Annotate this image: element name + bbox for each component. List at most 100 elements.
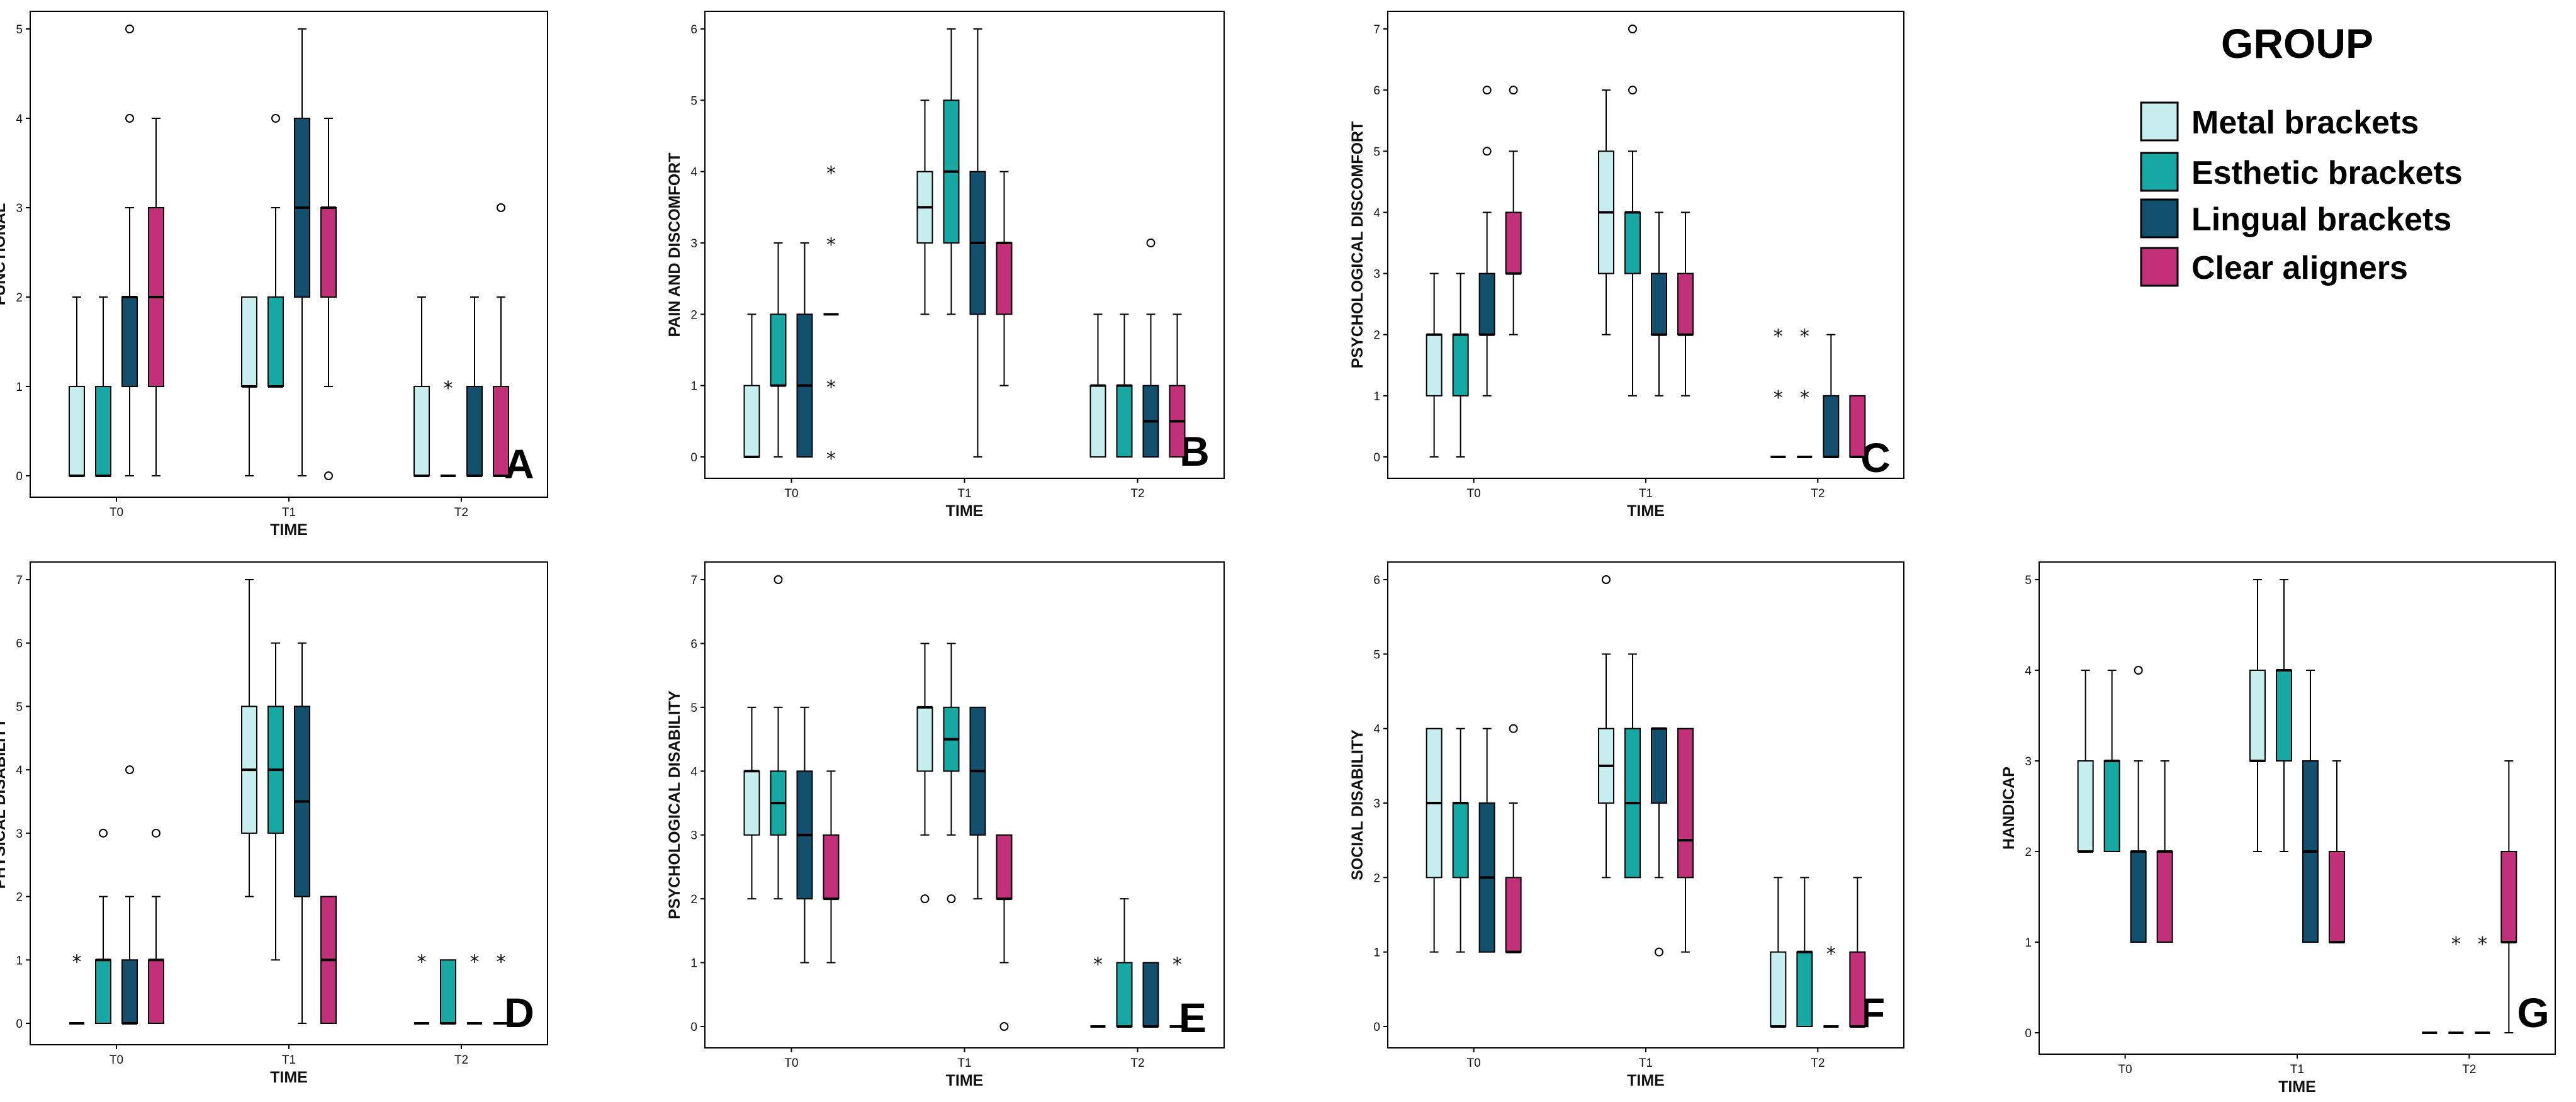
panel-letter-a: A (504, 441, 534, 487)
y-tick-label-c-1: 1 (1373, 390, 1380, 403)
box-b-t0-esthetic-brackets (770, 313, 787, 386)
panel-letter-e: E (1179, 994, 1206, 1041)
panel-a: 0 1 2 3 4 5 T0 T1 T2 TIME FUNCTIONAL A * (0, 11, 548, 539)
y-tick-label-f-3: 3 (1373, 797, 1380, 811)
y-tick-label-d-2: 2 (16, 891, 23, 904)
box-e-t0-clear-aligners (823, 834, 840, 900)
y-tick-label-d-4: 4 (16, 764, 23, 777)
x-axis-title-d: TIME (270, 1069, 308, 1086)
legend-label-clear-aligners: Clear aligners (2191, 250, 2408, 286)
y-tick-label-e-6: 6 (690, 638, 697, 651)
y-tick-label-f-1: 1 (1373, 947, 1380, 960)
legend: GROUP Metal brackets Esthetic brackets L… (2140, 20, 2463, 287)
outlier-circle-f-t1-metal-brackets-0 (1602, 575, 1611, 584)
y-tick-label-e-2: 2 (690, 893, 697, 906)
y-tick-label-d-1: 1 (16, 954, 23, 967)
legend-label-lingual-brackets: Lingual brackets (2191, 201, 2451, 238)
legend-swatch-clear-aligners (2140, 247, 2179, 287)
box-e-t2-esthetic-brackets (1116, 962, 1133, 1027)
box-g-t1-clear-aligners (2329, 851, 2345, 943)
outlier-star-d-t2-metal-brackets-0: * (417, 951, 427, 973)
box-f-t2-clear-aligners (1849, 951, 1866, 1027)
x-tick-label-c-t2: T2 (1811, 487, 1825, 500)
outlier-circle-d-t0-lingual-brackets-0 (125, 765, 134, 775)
y-tick-label-e-4: 4 (690, 765, 697, 779)
box-a-t2-lingual-brackets (466, 386, 483, 476)
x-axis-title-b: TIME (946, 502, 984, 520)
panel-e: 0 1 2 3 4 5 6 7 T0 T1 T2 TIME PSYCHOLOGICAL DISABILI… (666, 561, 1225, 1089)
outlier-star-g-t2-esthetic-brackets-0: * (2451, 933, 2461, 955)
legend-item-esthetic-brackets: Esthetic brackets (2140, 152, 2463, 192)
y-tick-label-c-6: 6 (1373, 84, 1380, 98)
box-c-t0-metal-brackets (1426, 334, 1443, 396)
y-tick-label-d-3: 3 (16, 828, 23, 841)
outlier-star-d-t2-lingual-brackets-0: * (470, 951, 480, 973)
box-c-t0-lingual-brackets (1478, 273, 1495, 335)
box-c-t1-esthetic-brackets (1624, 211, 1641, 274)
box-f-t2-metal-brackets (1770, 951, 1787, 1027)
outlier-star-f-t2-lingual-brackets-0: * (1826, 943, 1836, 965)
panel-letter-g: G (2517, 989, 2549, 1036)
box-c-t2-lingual-brackets (1823, 395, 1840, 458)
x-tick-label-a-t0: T0 (110, 506, 123, 519)
box-a-t1-metal-brackets (241, 296, 257, 387)
outlier-star-c-t2-esthetic-brackets-0: * (1800, 387, 1809, 409)
y-tick-label-g-1: 1 (2025, 936, 2032, 950)
outlier-circle-a-t0-lingual-brackets-1 (125, 25, 134, 33)
box-a-t0-metal-brackets (69, 386, 85, 476)
legend-title: GROUP (2221, 20, 2373, 67)
outlier-star-b-t0-clear-aligners-3: * (826, 163, 836, 185)
box-f-t0-esthetic-brackets (1452, 802, 1469, 879)
y-tick-label-b-0: 0 (690, 451, 697, 464)
x-tick-label-d-t0: T0 (110, 1054, 123, 1067)
y-tick-label-g-5: 5 (2025, 574, 2032, 587)
box-c-t0-clear-aligners (1505, 211, 1522, 274)
x-tick-label-a-t2: T2 (454, 506, 468, 519)
y-tick-label-d-0: 0 (16, 1018, 23, 1031)
box-b-t2-metal-brackets (1089, 385, 1106, 458)
y-tick-label-b-1: 1 (690, 380, 697, 393)
legend-item-lingual-brackets: Lingual brackets (2140, 198, 2451, 239)
box-a-t2-metal-brackets (413, 386, 430, 476)
outlier-star-b-t0-clear-aligners-1: * (826, 377, 836, 399)
x-tick-label-c-t1: T1 (1639, 487, 1653, 500)
y-tick-label-c-3: 3 (1373, 268, 1380, 281)
x-tick-label-d-t2: T2 (454, 1054, 468, 1067)
outlier-circle-g-t0-lingual-brackets-0 (2134, 666, 2143, 675)
box-b-t1-clear-aligners (996, 242, 1013, 315)
y-tick-label-b-4: 4 (690, 166, 697, 179)
outlier-star-d-t2-clear-aligners-0: * (497, 951, 506, 973)
x-tick-label-a-t1: T1 (282, 506, 296, 519)
box-f-t1-lingual-brackets (1651, 728, 1667, 804)
outlier-circle-e-t1-metal-brackets-0 (920, 894, 930, 904)
box-b-t2-esthetic-brackets (1116, 385, 1133, 458)
y-tick-label-e-7: 7 (690, 574, 697, 587)
box-c-t1-lingual-brackets (1651, 273, 1667, 335)
x-axis-title-e: TIME (946, 1072, 984, 1089)
box-d-t0-clear-aligners (148, 959, 164, 1025)
box-g-t0-esthetic-brackets (2103, 760, 2120, 852)
box-e-t1-metal-brackets (916, 706, 933, 772)
box-a-t1-clear-aligners (320, 207, 337, 298)
outlier-circle-c-t0-lingual-brackets-1 (1482, 86, 1492, 95)
y-axis-title-e: PSYCHOLOGICAL DISABILITY (666, 690, 683, 919)
outlier-star-a-t2-esthetic-brackets-0: * (444, 378, 453, 400)
panel-d: 0 1 2 3 4 5 6 7 T0 T1 T2 TIME PHYSICAL DISABILITY D * *… (0, 561, 548, 1086)
x-tick-label-b-t2: T2 (1130, 487, 1144, 500)
outlier-star-c-t2-metal-brackets-1: * (1774, 326, 1783, 348)
y-tick-label-e-0: 0 (690, 1021, 697, 1034)
outlier-star-g-t2-lingual-brackets-0: * (2478, 933, 2487, 955)
x-tick-label-d-t1: T1 (282, 1054, 296, 1067)
box-g-t1-esthetic-brackets (2276, 670, 2292, 762)
outlier-circle-c-t0-clear-aligners-0 (1509, 86, 1518, 95)
y-tick-label-e-3: 3 (690, 829, 697, 843)
y-tick-label-a-4: 4 (16, 113, 23, 126)
outlier-circle-a-t2-clear-aligners-0 (497, 203, 505, 212)
panel-g: 0 1 2 3 4 5 T0 T1 T2 TIME HANDICAP G * * (2000, 561, 2556, 1096)
outlier-circle-c-t0-lingual-brackets-0 (1482, 147, 1492, 156)
x-tick-label-b-t1: T1 (957, 487, 971, 500)
y-tick-label-a-5: 5 (16, 23, 23, 37)
outlier-circle-d-t0-esthetic-brackets-0 (99, 828, 108, 838)
